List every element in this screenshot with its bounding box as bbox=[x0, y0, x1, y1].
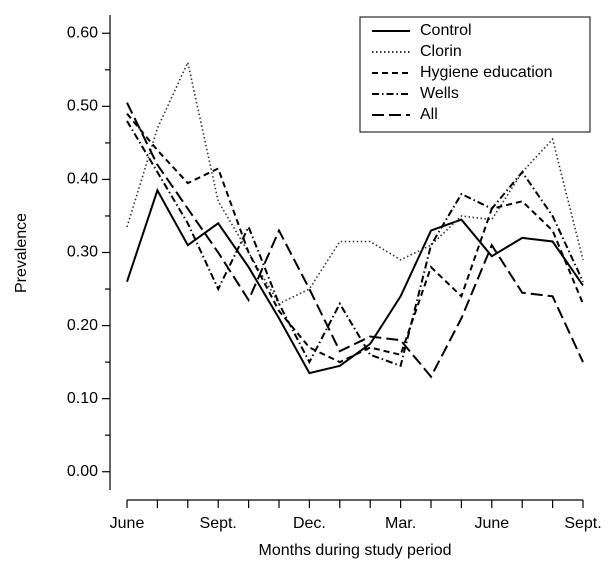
legend-label: Control bbox=[420, 22, 472, 39]
x-tick-label: June bbox=[110, 515, 145, 532]
legend-label: Hygiene education bbox=[420, 64, 553, 81]
legend-box bbox=[359, 16, 591, 133]
y-tick-label: 0.00 bbox=[67, 463, 98, 480]
legend-label: All bbox=[420, 106, 438, 123]
y-tick-label: 0.10 bbox=[67, 390, 98, 407]
series-line bbox=[126, 187, 584, 375]
x-tick-label: Sept. bbox=[564, 515, 601, 532]
x-tick-label: Mar. bbox=[385, 515, 416, 532]
y-axis-label: Prevalence bbox=[13, 213, 30, 293]
x-axis-label: Months during study period bbox=[259, 542, 452, 559]
series-line bbox=[126, 113, 584, 364]
y-tick-label: 0.20 bbox=[67, 317, 98, 334]
y-tick-label: 0.60 bbox=[67, 24, 98, 41]
y-tick-label: 0.40 bbox=[67, 171, 98, 188]
x-tick-label: Dec. bbox=[293, 515, 326, 532]
x-tick-label: June bbox=[474, 515, 509, 532]
series-line bbox=[126, 102, 584, 379]
legend-label: Clorin bbox=[420, 43, 462, 60]
y-tick-label: 0.30 bbox=[67, 244, 98, 261]
legend-label: Wells bbox=[420, 85, 459, 102]
y-tick-label: 0.50 bbox=[67, 98, 98, 115]
x-tick-label: Sept. bbox=[200, 515, 237, 532]
series-line bbox=[126, 120, 584, 368]
